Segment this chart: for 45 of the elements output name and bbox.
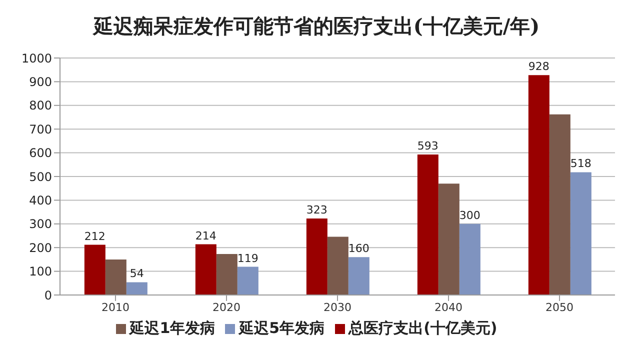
data-label: 214 bbox=[195, 229, 216, 242]
legend-label: 总医疗支出(十亿美元) bbox=[348, 319, 498, 337]
y-tick-label: 900 bbox=[29, 74, 52, 89]
y-tick-label: 300 bbox=[29, 217, 52, 232]
y-tick-label: 0 bbox=[44, 288, 52, 302]
y-tick-label: 1000 bbox=[21, 51, 52, 66]
data-label: 928 bbox=[528, 60, 550, 74]
y-tick-label: 800 bbox=[29, 98, 52, 113]
bar bbox=[348, 257, 370, 295]
bar bbox=[84, 244, 106, 295]
y-tick-label: 100 bbox=[29, 264, 52, 279]
bar bbox=[549, 114, 570, 295]
data-label: 593 bbox=[417, 139, 438, 152]
data-label: 518 bbox=[570, 157, 592, 170]
bar bbox=[237, 266, 258, 295]
data-label: 323 bbox=[306, 203, 328, 216]
bar bbox=[417, 154, 438, 295]
y-tick-label: 700 bbox=[29, 122, 52, 136]
x-tick-label: 2030 bbox=[324, 300, 352, 314]
data-label: 160 bbox=[348, 242, 370, 256]
chart-title: 延迟痴呆症发作可能节省的医疗支出(十亿美元/年) bbox=[92, 13, 541, 40]
data-label: 212 bbox=[84, 230, 106, 243]
bar bbox=[105, 259, 126, 295]
legend-label: 延迟5年发病 bbox=[239, 319, 325, 337]
bar bbox=[459, 224, 480, 295]
bar bbox=[528, 75, 550, 295]
x-tick-label: 2040 bbox=[434, 300, 462, 314]
bar bbox=[216, 254, 238, 295]
bar bbox=[126, 282, 148, 295]
bar bbox=[438, 184, 460, 295]
y-tick-label: 500 bbox=[29, 170, 52, 184]
legend-label: 延迟1年发病 bbox=[130, 319, 216, 337]
y-tick-label: 400 bbox=[29, 193, 52, 208]
bar bbox=[306, 218, 328, 295]
y-tick-label: 600 bbox=[29, 146, 52, 160]
x-tick-label: 2010 bbox=[102, 300, 130, 314]
data-label: 54 bbox=[130, 267, 144, 280]
bar bbox=[327, 236, 348, 295]
x-tick-label: 2050 bbox=[546, 300, 574, 314]
y-tick-label: 200 bbox=[29, 240, 52, 255]
data-label: 119 bbox=[237, 252, 258, 265]
x-tick-label: 2020 bbox=[212, 300, 240, 314]
bar bbox=[195, 244, 216, 295]
bar bbox=[570, 172, 592, 295]
data-label: 300 bbox=[459, 208, 480, 222]
